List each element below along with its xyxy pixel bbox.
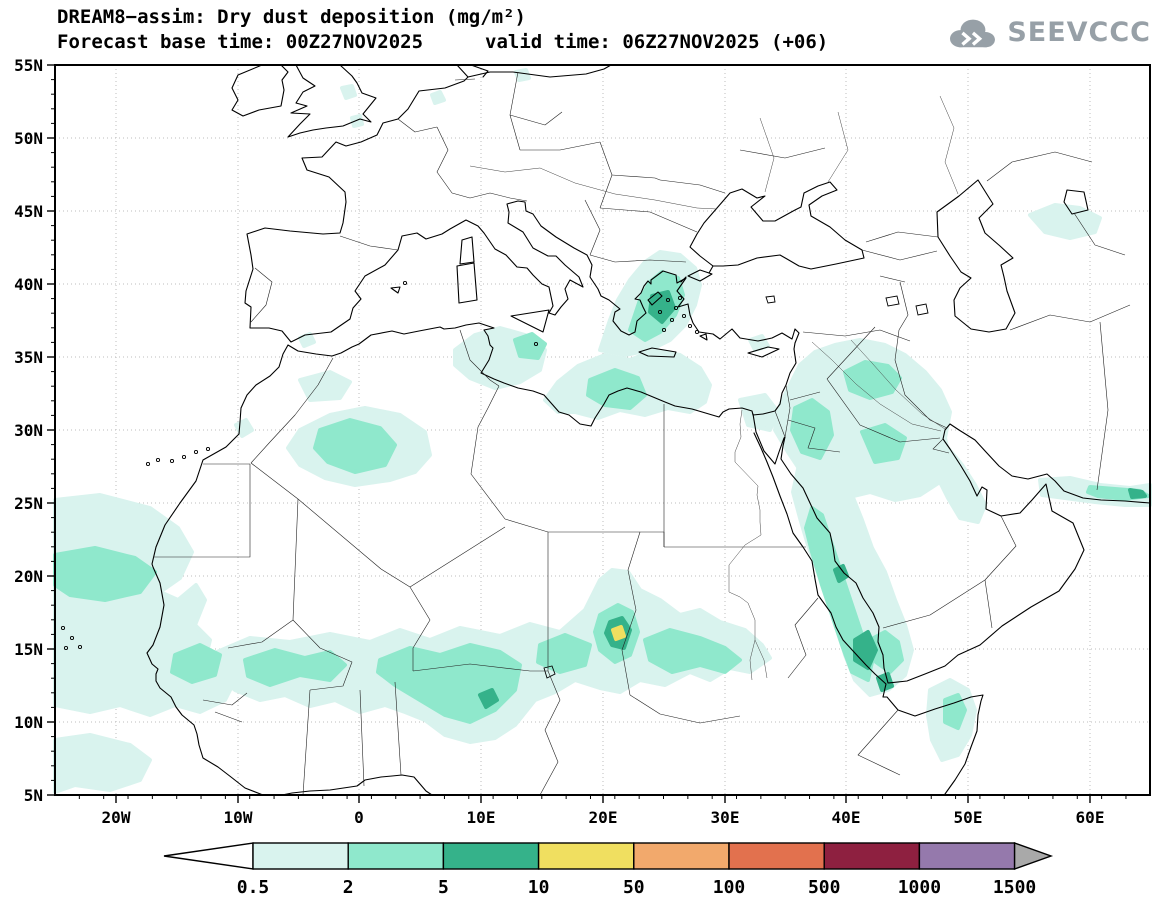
colorbar-segment xyxy=(728,842,825,870)
lat-tick-label: 55N xyxy=(14,56,43,75)
colorbar-under-arrow xyxy=(163,842,254,870)
colorbar-value-label: 50 xyxy=(623,877,645,898)
lat-tick-label: 15N xyxy=(14,640,43,659)
colorbar-segment xyxy=(442,842,540,870)
lat-tick-label: 10N xyxy=(14,713,43,732)
colorbar-legend: 0.5 2 5 10 50 100 500 1000 1500 xyxy=(163,842,1054,898)
forecast-base-time: Forecast base time: 00Z27NOV2025 xyxy=(57,31,424,53)
lat-tick-label: 30N xyxy=(14,421,43,440)
colorbar-value-label: 1000 xyxy=(898,877,941,898)
seevccc-logo: SEEVCCC xyxy=(943,10,1151,54)
lon-tick-label: 20E xyxy=(589,808,618,827)
lon-tick-label: 40E xyxy=(832,808,861,827)
cloud-icon xyxy=(950,19,996,48)
colorbar-over-arrow xyxy=(1013,842,1054,870)
colorbar-value-label: 0.5 xyxy=(237,877,270,898)
colorbar-value-label: 10 xyxy=(528,877,550,898)
colorbar-value-label: 2 xyxy=(343,877,354,898)
lon-tick-label: 60E xyxy=(1076,808,1105,827)
lon-tick-label: 50E xyxy=(954,808,983,827)
colorbar-value-label: 5 xyxy=(438,877,449,898)
lat-tick-label: 5N xyxy=(24,786,43,805)
colorbar-segment xyxy=(823,842,921,870)
lat-tick-label: 40N xyxy=(14,275,43,294)
colorbar-value-label: 500 xyxy=(808,877,841,898)
colorbar-segment xyxy=(347,842,445,870)
lon-tick-label: 20W xyxy=(102,808,131,827)
lon-tick-label: 30E xyxy=(711,808,740,827)
dust-shading xyxy=(53,68,1152,794)
colorbar-segment xyxy=(537,842,635,870)
lon-tick-label: 0 xyxy=(354,808,364,827)
lat-tick-label: 35N xyxy=(14,348,43,367)
lat-tick-label: 20N xyxy=(14,567,43,586)
lat-tick-label: 50N xyxy=(14,129,43,148)
lon-tick-label: 10W xyxy=(224,808,253,827)
map-frame-and-axes: 20W 10W 0 10E 20E 30E 40E 50E 60E 55N 50N 45N 40N 35N… xyxy=(14,56,1151,827)
lat-tick-label: 25N xyxy=(14,494,43,513)
chart-subtitle: Forecast base time: 00Z27NOV2025 valid ti… xyxy=(57,31,828,53)
colorbar-value-label: 1500 xyxy=(993,877,1036,898)
colorbar-value-label: 100 xyxy=(713,877,746,898)
colorbar-segment xyxy=(918,842,1016,870)
lat-tick-label: 45N xyxy=(14,202,43,221)
lon-tick-label: 10E xyxy=(467,808,496,827)
chart-title: DREAM8−assim: Dry dust deposition (mg/m²… xyxy=(57,6,526,28)
logo-text: SEEVCCC xyxy=(1007,16,1151,48)
colorbar-segment xyxy=(633,842,730,870)
coastlines-and-borders xyxy=(60,64,1151,796)
colorbar-segment xyxy=(252,842,349,870)
valid-time: valid time: 06Z27NOV2025 (+06) xyxy=(485,31,829,53)
